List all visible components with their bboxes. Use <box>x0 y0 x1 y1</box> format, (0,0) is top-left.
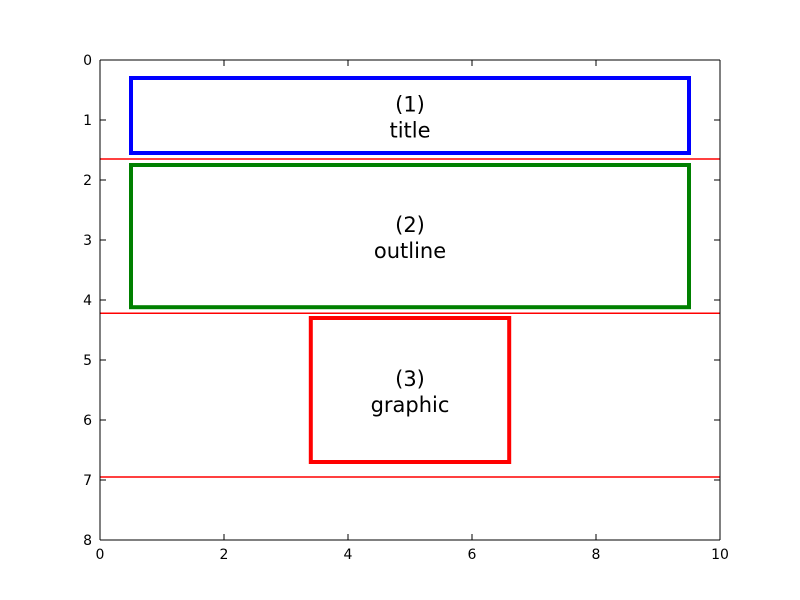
box-outline-number: (2) <box>395 213 425 237</box>
box-outline <box>129 163 691 310</box>
axes: 0 2 4 6 8 10 0 1 2 3 4 5 6 7 8 <box>83 53 729 563</box>
y-tick-label-0: 0 <box>83 53 92 69</box>
x-tick-label-4: 4 <box>344 547 353 563</box>
box-title <box>129 76 691 155</box>
y-tick-label-6: 6 <box>83 413 92 429</box>
x-tick-label-2: 2 <box>220 547 229 563</box>
box-outline-label: outline <box>374 239 446 263</box>
y-tick-label-5: 5 <box>83 353 92 369</box>
x-tick-label-0: 0 <box>96 547 105 563</box>
box-graphic <box>308 316 512 464</box>
box-title-number: (1) <box>395 93 425 117</box>
layout-boxes: (1)title (2)outline (3)graphic <box>129 76 691 464</box>
y-tick-label-8: 8 <box>83 533 92 549</box>
x-tick-label-10: 10 <box>711 547 729 563</box>
x-tick-label-8: 8 <box>592 547 601 563</box>
separator-lines <box>100 158 720 478</box>
y-tick-label-1: 1 <box>83 113 92 129</box>
y-tick-label-3: 3 <box>83 233 92 249</box>
box-graphic-label: graphic <box>371 393 450 417</box>
x-tick-label-6: 6 <box>468 547 477 563</box>
y-tick-label-2: 2 <box>83 173 92 189</box>
y-tick-label-7: 7 <box>83 473 92 489</box>
box-title-label: title <box>389 119 430 143</box>
box-graphic-number: (3) <box>395 367 425 391</box>
y-tick-label-4: 4 <box>83 293 92 309</box>
